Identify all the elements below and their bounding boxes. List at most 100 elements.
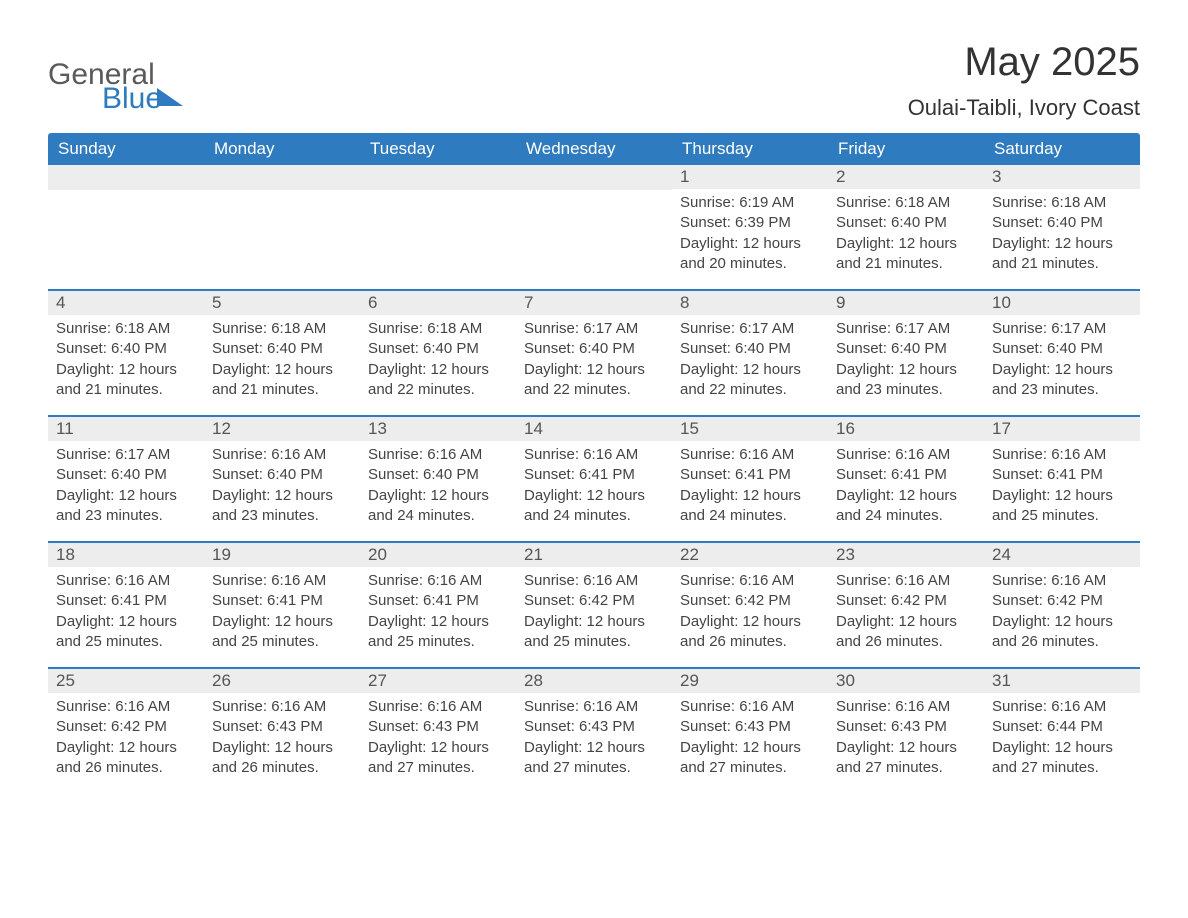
calendar-cell: 17Sunrise: 6:16 AMSunset: 6:41 PMDayligh… [984, 417, 1140, 541]
cell-body: Sunrise: 6:16 AMSunset: 6:41 PMDaylight:… [516, 441, 672, 536]
calendar-cell: 27Sunrise: 6:16 AMSunset: 6:43 PMDayligh… [360, 669, 516, 793]
cell-line: Sunset: 6:40 PM [992, 339, 1132, 359]
cell-line: Sunset: 6:43 PM [836, 717, 976, 737]
weeks-container: 1Sunrise: 6:19 AMSunset: 6:39 PMDaylight… [48, 165, 1140, 793]
cell-line: Daylight: 12 hours and 21 minutes. [992, 234, 1132, 275]
cell-line: Daylight: 12 hours and 27 minutes. [992, 738, 1132, 779]
cell-body [204, 190, 360, 204]
cell-body: Sunrise: 6:16 AMSunset: 6:41 PMDaylight:… [48, 567, 204, 662]
cell-body: Sunrise: 6:16 AMSunset: 6:41 PMDaylight:… [672, 441, 828, 536]
calendar-cell: 22Sunrise: 6:16 AMSunset: 6:42 PMDayligh… [672, 543, 828, 667]
calendar-cell: 11Sunrise: 6:17 AMSunset: 6:40 PMDayligh… [48, 417, 204, 541]
cell-line: Daylight: 12 hours and 24 minutes. [368, 486, 508, 527]
calendar-cell: 31Sunrise: 6:16 AMSunset: 6:44 PMDayligh… [984, 669, 1140, 793]
cell-line: Daylight: 12 hours and 22 minutes. [368, 360, 508, 401]
cell-line: Sunrise: 6:16 AM [836, 697, 976, 717]
cell-body: Sunrise: 6:18 AMSunset: 6:40 PMDaylight:… [204, 315, 360, 410]
cell-body: Sunrise: 6:17 AMSunset: 6:40 PMDaylight:… [984, 315, 1140, 410]
cell-line: Sunrise: 6:17 AM [524, 319, 664, 339]
cell-line: Sunrise: 6:18 AM [56, 319, 196, 339]
day-number: 31 [984, 669, 1140, 693]
cell-body: Sunrise: 6:16 AMSunset: 6:44 PMDaylight:… [984, 693, 1140, 788]
cell-line: Sunset: 6:41 PM [368, 591, 508, 611]
cell-line: Sunrise: 6:16 AM [524, 571, 664, 591]
day-number: 22 [672, 543, 828, 567]
cell-line: Daylight: 12 hours and 25 minutes. [992, 486, 1132, 527]
dayhead-thursday: Thursday [672, 133, 828, 165]
cell-line: Daylight: 12 hours and 20 minutes. [680, 234, 820, 275]
cell-line: Sunrise: 6:18 AM [368, 319, 508, 339]
calendar-cell: 30Sunrise: 6:16 AMSunset: 6:43 PMDayligh… [828, 669, 984, 793]
calendar: Sunday Monday Tuesday Wednesday Thursday… [48, 133, 1140, 793]
calendar-week: 18Sunrise: 6:16 AMSunset: 6:41 PMDayligh… [48, 541, 1140, 667]
cell-body: Sunrise: 6:16 AMSunset: 6:40 PMDaylight:… [204, 441, 360, 536]
cell-line: Daylight: 12 hours and 25 minutes. [368, 612, 508, 653]
cell-body: Sunrise: 6:19 AMSunset: 6:39 PMDaylight:… [672, 189, 828, 284]
calendar-cell: 7Sunrise: 6:17 AMSunset: 6:40 PMDaylight… [516, 291, 672, 415]
cell-line: Daylight: 12 hours and 22 minutes. [680, 360, 820, 401]
cell-line: Sunset: 6:40 PM [56, 465, 196, 485]
calendar-cell [48, 165, 204, 289]
cell-line: Daylight: 12 hours and 25 minutes. [56, 612, 196, 653]
dayhead-saturday: Saturday [984, 133, 1140, 165]
calendar-cell: 29Sunrise: 6:16 AMSunset: 6:43 PMDayligh… [672, 669, 828, 793]
calendar-cell: 15Sunrise: 6:16 AMSunset: 6:41 PMDayligh… [672, 417, 828, 541]
day-number: 21 [516, 543, 672, 567]
cell-line: Daylight: 12 hours and 26 minutes. [56, 738, 196, 779]
month-title: May 2025 [908, 40, 1140, 85]
cell-line: Daylight: 12 hours and 23 minutes. [992, 360, 1132, 401]
calendar-cell: 18Sunrise: 6:16 AMSunset: 6:41 PMDayligh… [48, 543, 204, 667]
cell-line: Sunset: 6:40 PM [992, 213, 1132, 233]
day-number: 5 [204, 291, 360, 315]
cell-line: Sunset: 6:41 PM [524, 465, 664, 485]
calendar-cell: 5Sunrise: 6:18 AMSunset: 6:40 PMDaylight… [204, 291, 360, 415]
day-number: 25 [48, 669, 204, 693]
cell-line: Daylight: 12 hours and 23 minutes. [836, 360, 976, 401]
cell-line: Sunset: 6:41 PM [836, 465, 976, 485]
day-number [360, 165, 516, 190]
cell-line: Daylight: 12 hours and 26 minutes. [212, 738, 352, 779]
cell-line: Sunset: 6:42 PM [524, 591, 664, 611]
cell-body [48, 190, 204, 204]
day-number: 16 [828, 417, 984, 441]
cell-line: Sunset: 6:40 PM [836, 339, 976, 359]
cell-line: Sunset: 6:40 PM [368, 465, 508, 485]
calendar-cell: 19Sunrise: 6:16 AMSunset: 6:41 PMDayligh… [204, 543, 360, 667]
cell-line: Sunrise: 6:18 AM [212, 319, 352, 339]
day-number: 14 [516, 417, 672, 441]
cell-line: Sunset: 6:41 PM [992, 465, 1132, 485]
calendar-week: 25Sunrise: 6:16 AMSunset: 6:42 PMDayligh… [48, 667, 1140, 793]
cell-line: Daylight: 12 hours and 27 minutes. [368, 738, 508, 779]
cell-body: Sunrise: 6:16 AMSunset: 6:42 PMDaylight:… [516, 567, 672, 662]
cell-body: Sunrise: 6:18 AMSunset: 6:40 PMDaylight:… [828, 189, 984, 284]
cell-line: Sunset: 6:41 PM [680, 465, 820, 485]
cell-line: Sunset: 6:42 PM [992, 591, 1132, 611]
cell-line: Sunrise: 6:16 AM [836, 445, 976, 465]
logo: General Blue [48, 40, 183, 116]
cell-line: Sunrise: 6:16 AM [56, 571, 196, 591]
cell-body: Sunrise: 6:16 AMSunset: 6:41 PMDaylight:… [984, 441, 1140, 536]
cell-line: Daylight: 12 hours and 23 minutes. [56, 486, 196, 527]
cell-line: Sunrise: 6:16 AM [680, 445, 820, 465]
calendar-cell: 24Sunrise: 6:16 AMSunset: 6:42 PMDayligh… [984, 543, 1140, 667]
day-number: 1 [672, 165, 828, 189]
cell-line: Daylight: 12 hours and 27 minutes. [836, 738, 976, 779]
cell-body: Sunrise: 6:16 AMSunset: 6:43 PMDaylight:… [360, 693, 516, 788]
calendar-cell: 3Sunrise: 6:18 AMSunset: 6:40 PMDaylight… [984, 165, 1140, 289]
calendar-cell: 6Sunrise: 6:18 AMSunset: 6:40 PMDaylight… [360, 291, 516, 415]
cell-body: Sunrise: 6:17 AMSunset: 6:40 PMDaylight:… [828, 315, 984, 410]
cell-body: Sunrise: 6:16 AMSunset: 6:43 PMDaylight:… [516, 693, 672, 788]
day-number: 28 [516, 669, 672, 693]
cell-line: Sunrise: 6:18 AM [992, 193, 1132, 213]
cell-line: Daylight: 12 hours and 23 minutes. [212, 486, 352, 527]
cell-line: Sunrise: 6:16 AM [212, 445, 352, 465]
cell-line: Daylight: 12 hours and 21 minutes. [212, 360, 352, 401]
cell-body: Sunrise: 6:18 AMSunset: 6:40 PMDaylight:… [360, 315, 516, 410]
calendar-cell: 23Sunrise: 6:16 AMSunset: 6:42 PMDayligh… [828, 543, 984, 667]
calendar-cell: 12Sunrise: 6:16 AMSunset: 6:40 PMDayligh… [204, 417, 360, 541]
cell-line: Sunset: 6:43 PM [212, 717, 352, 737]
cell-line: Sunset: 6:43 PM [368, 717, 508, 737]
dayhead-wednesday: Wednesday [516, 133, 672, 165]
cell-body: Sunrise: 6:16 AMSunset: 6:42 PMDaylight:… [48, 693, 204, 788]
cell-body: Sunrise: 6:16 AMSunset: 6:41 PMDaylight:… [360, 567, 516, 662]
